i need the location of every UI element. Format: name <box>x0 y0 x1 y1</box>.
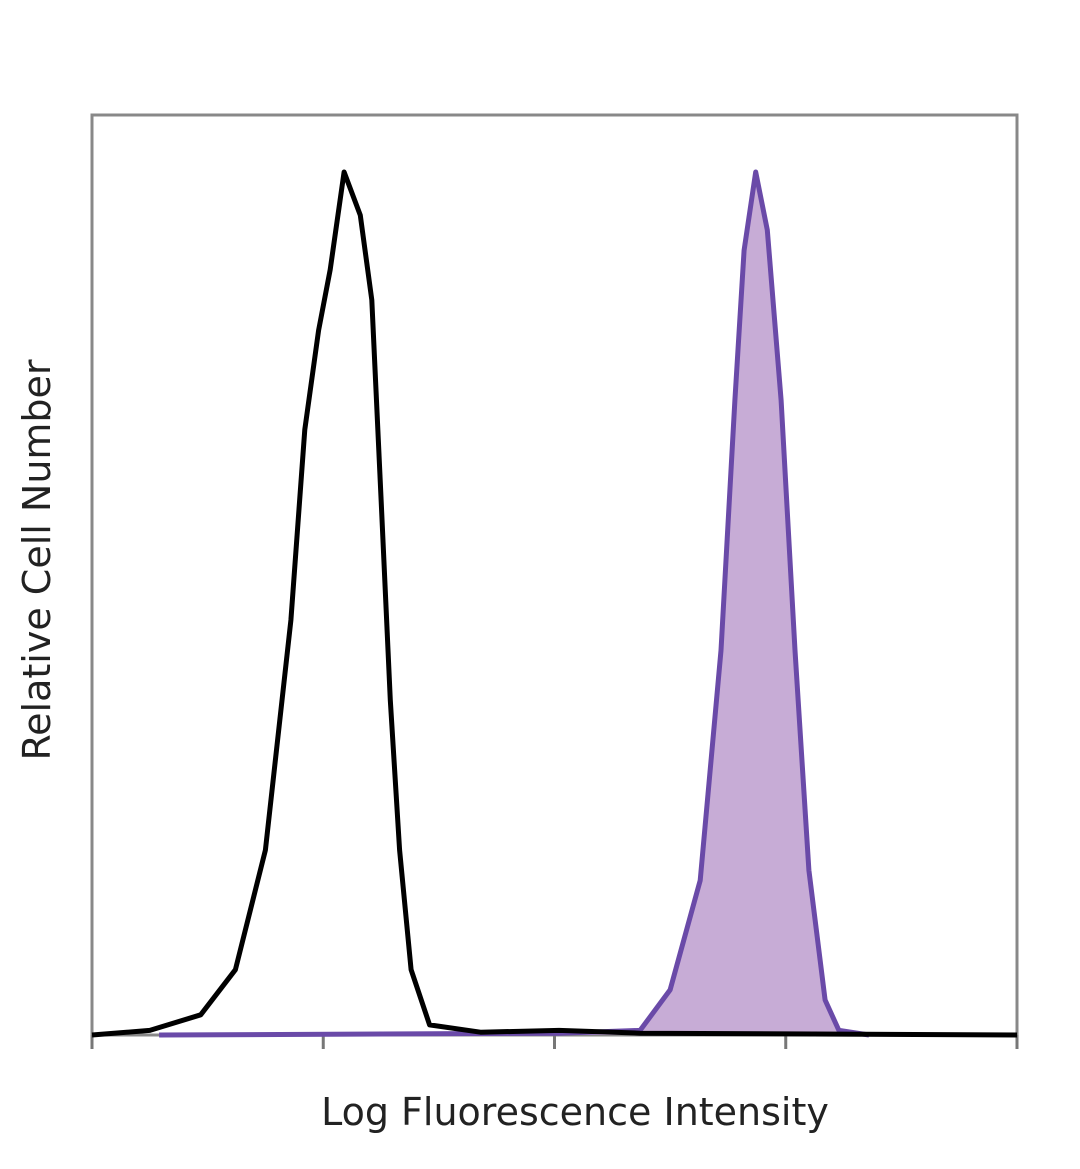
histogram-line <box>91 169 1018 1038</box>
x-axis-label: Log Fluorescence Intensity <box>321 1090 829 1134</box>
histogram-line <box>159 169 870 1038</box>
area-fill <box>159 172 870 1035</box>
y-axis-label: Relative Cell Number <box>15 359 59 760</box>
plot-frame <box>90 113 1019 1037</box>
